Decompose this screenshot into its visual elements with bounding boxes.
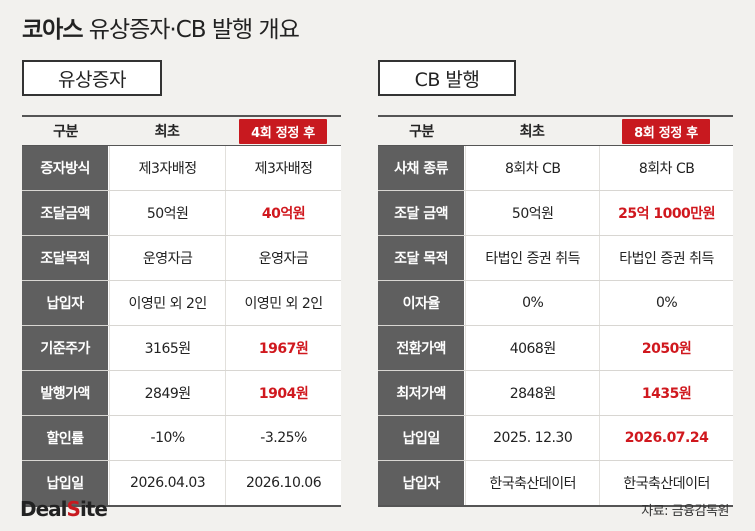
revised-value: 2026.07.24 <box>599 416 734 460</box>
row-label: 조달 금액 <box>378 191 466 235</box>
row-label: 납입일 <box>22 461 110 505</box>
initial-value: 운영자금 <box>109 236 226 280</box>
row-label: 증자방식 <box>22 146 110 190</box>
initial-value: 이영민 외 2인 <box>109 281 226 325</box>
table-row: 조달금액 50억원 40억원 <box>22 191 341 236</box>
initial-value: 0% <box>465 281 600 325</box>
header-category: 구분 <box>409 124 434 140</box>
initial-value: 타법인 증권 취득 <box>465 236 600 280</box>
table-row: 조달 목적 타법인 증권 취득 타법인 증권 취득 <box>378 236 734 281</box>
table-row: 최저가액 2848원 1435원 <box>378 371 734 416</box>
initial-value: 2026.04.03 <box>109 461 226 505</box>
row-label: 납입자 <box>378 461 466 505</box>
initial-value: 2849원 <box>109 371 226 415</box>
table-row: 납입자 이영민 외 2인 이영민 외 2인 <box>22 281 341 326</box>
revised-badge: 4회 정정 후 <box>239 118 327 144</box>
revised-value: 1967원 <box>225 326 341 370</box>
revised-value: 25억 1000만원 <box>599 191 734 235</box>
initial-value: 2025. 12.30 <box>465 416 600 460</box>
table-row: 사채 종류 8회차 CB 8회차 CB <box>378 146 734 191</box>
revised-value: 한국축산데이터 <box>599 461 734 505</box>
rights-offering-section-label: 유상증자 <box>22 60 162 96</box>
revised-value: 운영자금 <box>225 236 341 280</box>
initial-value: 2848원 <box>465 371 600 415</box>
table-header-row: 구분 최초 4회 정정 후 <box>22 117 341 146</box>
row-label: 발행가액 <box>22 371 110 415</box>
row-label: 조달금액 <box>22 191 110 235</box>
cb-table: 구분 최초 8회 정정 후 사채 종류 8회차 CB 8회차 CB 조달 금액 50억원… <box>378 115 734 507</box>
table-row: 조달 금액 50억원 25억 1000만원 <box>378 191 734 236</box>
revised-value: 이영민 외 2인 <box>225 281 341 325</box>
row-label: 조달 목적 <box>378 236 466 280</box>
initial-value: 4068원 <box>465 326 600 370</box>
header-category: 구분 <box>53 124 78 140</box>
revised-value: 2050원 <box>599 326 734 370</box>
revised-value: 0% <box>599 281 734 325</box>
revised-value: 40억원 <box>225 191 341 235</box>
table-header-row: 구분 최초 8회 정정 후 <box>378 117 733 146</box>
initial-value: 제3자배정 <box>109 146 226 190</box>
row-label: 최저가액 <box>378 371 466 415</box>
revised-badge: 8회 정정 후 <box>622 118 710 144</box>
row-label: 할인률 <box>22 416 110 460</box>
revised-value: 2026.10.06 <box>225 461 341 505</box>
source-note: 자료: 금융감독원 <box>641 504 729 519</box>
table-row: 납입자 한국축산데이터 한국축산데이터 <box>378 461 734 505</box>
initial-value: 8회차 CB <box>465 146 600 190</box>
row-label: 조달목적 <box>22 236 110 280</box>
table-row: 전환가액 4068원 2050원 <box>378 326 734 371</box>
cb-section-label: CB 발행 <box>378 60 516 96</box>
header-initial: 최초 <box>519 124 545 140</box>
dealsite-logo: DealSite <box>20 497 108 521</box>
row-label: 납입일 <box>378 416 466 460</box>
rights-offering-table: 구분 최초 4회 정정 후 증자방식 제3자배정 제3자배정 조달금액 50억원 40억원… <box>22 115 341 507</box>
header-initial: 최초 <box>154 124 180 140</box>
row-label: 기준주가 <box>22 326 110 370</box>
row-label: 전환가액 <box>378 326 466 370</box>
table-row: 납입일 2025. 12.30 2026.07.24 <box>378 416 734 461</box>
title-company: 코아스 <box>22 17 83 43</box>
revised-value: 타법인 증권 취득 <box>599 236 734 280</box>
table-row: 할인률 -10% -3.25% <box>22 416 341 461</box>
header-revised: 8회 정정 후 <box>599 117 733 145</box>
revised-value: -3.25% <box>225 416 341 460</box>
row-label: 이자율 <box>378 281 466 325</box>
table-row: 기준주가 3165원 1967원 <box>22 326 341 371</box>
header-revised: 4회 정정 후 <box>225 117 341 145</box>
table-row: 발행가액 2849원 1904원 <box>22 371 341 416</box>
revised-value: 8회차 CB <box>599 146 734 190</box>
initial-value: 3165원 <box>109 326 226 370</box>
page-title: 코아스 유상증자·CB 발행 개요 <box>22 10 300 44</box>
row-label: 사채 종류 <box>378 146 466 190</box>
initial-value: 50억원 <box>465 191 600 235</box>
table-row: 이자율 0% 0% <box>378 281 734 326</box>
table-row: 조달목적 운영자금 운영자금 <box>22 236 341 281</box>
row-label: 납입자 <box>22 281 110 325</box>
revised-value: 제3자배정 <box>225 146 341 190</box>
initial-value: -10% <box>109 416 226 460</box>
initial-value: 한국축산데이터 <box>465 461 600 505</box>
title-text: 유상증자·CB 발행 개요 <box>88 17 300 43</box>
initial-value: 50억원 <box>109 191 226 235</box>
table-row: 납입일 2026.04.03 2026.10.06 <box>22 461 341 505</box>
revised-value: 1435원 <box>599 371 734 415</box>
revised-value: 1904원 <box>225 371 341 415</box>
table-row: 증자방식 제3자배정 제3자배정 <box>22 146 341 191</box>
